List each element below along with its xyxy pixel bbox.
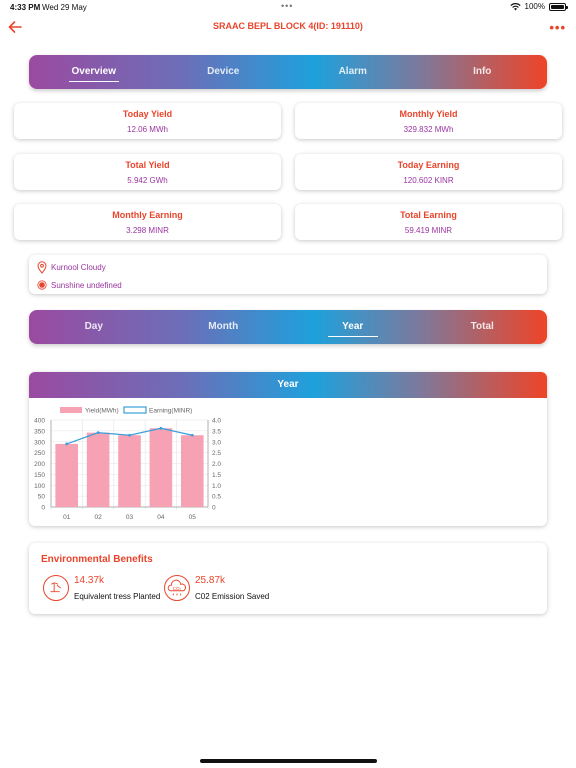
period-tabbar: Day Month Year Total: [29, 310, 547, 344]
weather-card: Kurnool Cloudy Sunshine undefined: [29, 255, 547, 294]
legend-swatch-earning: [123, 406, 147, 414]
earning-point: [96, 431, 100, 435]
wifi-icon: [509, 2, 521, 10]
weather-sunshine-row: Sunshine undefined: [37, 280, 122, 290]
y-tick-label: 50: [38, 494, 46, 501]
co2-cloud-icon: CO₂: [164, 575, 190, 601]
y-tick-label: 400: [34, 418, 45, 425]
tab-month[interactable]: Month: [208, 321, 239, 332]
stat-label: Today Earning: [397, 160, 460, 170]
stat-value: 329.832 MWh: [403, 125, 454, 134]
location-pin-icon: [37, 261, 47, 274]
weather-location: Kurnool Cloudy: [51, 263, 106, 272]
tab-total[interactable]: Total: [470, 321, 494, 332]
y2-tick-label: 0: [212, 505, 216, 512]
co2-label: C02 Emission Saved: [195, 592, 270, 601]
legend-swatch-yield: [60, 407, 82, 413]
stat-label: Total Yield: [125, 160, 170, 170]
tab-year[interactable]: Year: [288, 310, 418, 344]
y-tick-label: 100: [34, 483, 45, 490]
sun-icon: [37, 280, 47, 290]
stat-label: Monthly Yield: [399, 109, 458, 119]
earning-point: [190, 433, 194, 437]
weather-location-row: Kurnool Cloudy: [37, 261, 106, 274]
stat-value: 120.602 KINR: [403, 176, 454, 185]
chart-card: Year 400 350 300 250 200 150 100 50 0 4.0 3.5 3.0 2.…: [29, 372, 547, 526]
stat-card-today-earning: Today Earning 120.602 KINR: [295, 154, 562, 190]
y-tick-label: 200: [34, 461, 45, 468]
stat-card-monthly-yield: Monthly Yield 329.832 MWh: [295, 103, 562, 139]
legend-label-yield: Yield(MWh): [85, 408, 119, 415]
stat-value: 3.298 MINR: [126, 226, 169, 235]
y2-tick-label: 2.5: [212, 450, 221, 457]
tree-icon: [43, 575, 69, 601]
x-tick-label: 03: [126, 514, 134, 521]
y2-tick-label: 3.0: [212, 439, 221, 446]
y2-tick-label: 4.0: [212, 418, 221, 425]
env-title: Environmental Benefits: [41, 554, 153, 565]
x-tick-label: 02: [94, 514, 102, 521]
yield-bar: [86, 432, 110, 507]
main-tabbar: Overview Device Alarm Info: [29, 55, 547, 89]
y2-tick-label: 1.5: [212, 472, 221, 479]
status-date: Wed 29 May: [42, 3, 87, 12]
yield-bar: [180, 435, 204, 507]
status-time: 4:33 PM: [10, 3, 41, 12]
y-tick-label: 250: [34, 450, 45, 457]
y-tick-label: 0: [41, 505, 45, 512]
stat-card-monthly-earning: Monthly Earning 3.298 MINR: [14, 204, 281, 240]
y2-tick-label: 1.0: [212, 483, 221, 490]
tab-overview[interactable]: Overview: [29, 55, 159, 89]
back-arrow-icon[interactable]: [6, 18, 24, 36]
page-title: SRAAC BEPL BLOCK 4(ID: 191110): [213, 21, 363, 31]
stat-value: 5.942 GWh: [127, 176, 168, 185]
stat-card-total-earning: Total Earning 59.419 MINR: [295, 204, 562, 240]
x-tick-label: 01: [63, 514, 71, 521]
tab-device[interactable]: Device: [207, 66, 240, 77]
y2-tick-label: 2.0: [212, 461, 221, 468]
x-tick-label: 05: [189, 514, 197, 521]
stat-label: Total Earning: [400, 210, 457, 220]
more-options-icon[interactable]: •••: [549, 20, 566, 35]
tab-info[interactable]: Info: [473, 66, 492, 77]
yield-bar: [55, 443, 79, 507]
status-bar: 4:33 PM Wed 29 May ••• 100%: [0, 0, 576, 14]
home-indicator[interactable]: [200, 759, 377, 763]
multitasking-dots-icon[interactable]: •••: [281, 1, 294, 11]
stat-value: 12.06 MWh: [127, 125, 168, 134]
y-tick-label: 300: [34, 439, 45, 446]
battery-icon: [549, 2, 568, 11]
earning-point: [65, 442, 69, 446]
yield-earning-chart: 400 350 300 250 200 150 100 50 0 4.0 3.5 3.0 2.5 2.0 1…: [34, 406, 221, 521]
legend-label-earning: Earning(MINR): [149, 408, 192, 415]
yield-bar: [118, 435, 141, 507]
stat-card-today-yield: Today Yield 12.06 MWh: [14, 103, 281, 139]
yield-bar: [149, 428, 173, 507]
x-tick-label: 04: [157, 514, 165, 521]
battery-percent: 100%: [524, 2, 545, 11]
stat-label: Today Yield: [122, 109, 173, 119]
stat-value: 59.419 MINR: [404, 226, 453, 235]
weather-sunshine: Sunshine undefined: [51, 280, 122, 290]
header: SRAAC BEPL BLOCK 4(ID: 191110) •••: [0, 16, 576, 38]
env-benefits-card: Environmental Benefits 14.37k Equivalent…: [29, 543, 547, 614]
tab-alarm[interactable]: Alarm: [338, 66, 367, 77]
trees-label: Equivalent tress Planted: [74, 592, 161, 601]
chart-title: Year: [29, 372, 547, 398]
earning-point: [128, 433, 131, 437]
y2-tick-label: 3.5: [212, 428, 221, 435]
y-tick-label: 150: [34, 472, 45, 479]
trees-value: 14.37k: [74, 575, 105, 586]
y-tick-label: 350: [34, 428, 45, 435]
stat-card-total-yield: Total Yield 5.942 GWh: [14, 154, 281, 190]
co2-icon-text: CO₂: [173, 586, 182, 591]
co2-value: 25.87k: [195, 575, 226, 586]
status-right: 100%: [509, 2, 568, 11]
y2-tick-label: 0.5: [212, 494, 221, 501]
earning-point: [159, 426, 163, 430]
stat-label: Monthly Earning: [112, 210, 183, 220]
tab-day[interactable]: Day: [84, 321, 103, 332]
